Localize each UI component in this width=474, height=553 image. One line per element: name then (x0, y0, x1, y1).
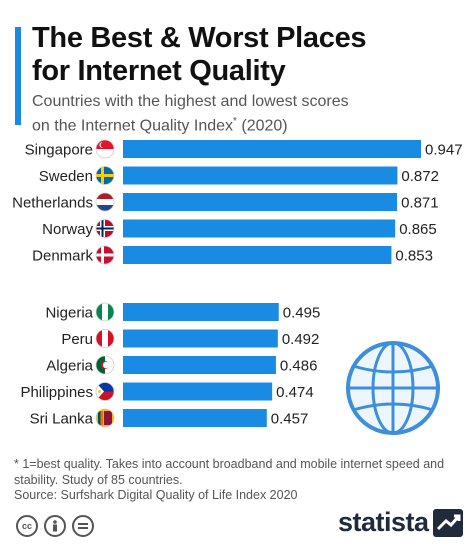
denmark-flag (95, 245, 115, 265)
statista-wordmark: statista (338, 507, 429, 537)
value-label: 0.474 (276, 384, 314, 401)
category-label: Norway (42, 221, 93, 238)
category-label: Algeria (46, 358, 93, 375)
category-label: Philippines (20, 384, 93, 401)
statista-brand[interactable]: statista (338, 507, 463, 538)
algeria-flag (95, 355, 115, 375)
statista-logo-icon (432, 508, 463, 537)
category-label: Netherlands (12, 195, 93, 212)
bar-nigeria (123, 303, 279, 321)
peru-flag (95, 329, 115, 348)
subtitle-line-2: on the Internet Quality Index* (2020) (32, 112, 462, 136)
bar-algeria (123, 356, 276, 374)
equals-icon[interactable] (72, 515, 94, 537)
bar-peru (123, 329, 278, 348)
bar-sweden (123, 166, 398, 185)
title-line-1: The Best & Worst Places (32, 22, 367, 54)
chart-title: The Best & Worst Places for Internet Qua… (32, 22, 462, 88)
subtitle-year: (2020) (236, 117, 288, 135)
footnote: * 1=best quality. Takes into account bro… (14, 457, 445, 487)
value-label: 0.871 (401, 195, 439, 212)
bar-philippines (123, 382, 273, 401)
subtitle-line-2-text: on the Internet Quality Index (32, 117, 234, 135)
chart-subtitle: Countries with the highest and lowest sc… (32, 92, 462, 136)
category-label: Sweden (39, 168, 93, 185)
value-label: 0.853 (395, 248, 433, 265)
value-label: 0.947 (425, 142, 463, 159)
category-label: Denmark (32, 248, 93, 265)
subtitle-line-1: Countries with the highest and lowest sc… (32, 93, 349, 110)
value-label: 0.495 (283, 305, 321, 322)
singapore-flag (95, 139, 115, 159)
globe-icon (346, 341, 440, 435)
bar-norway (123, 219, 396, 238)
source-note: Source: Surfshark Digital Quality of Lif… (14, 488, 298, 502)
value-label: 0.865 (399, 221, 437, 238)
bar-netherlands (123, 193, 398, 211)
license-icons: cc (16, 515, 94, 537)
subtitle-footnote-mark: * (233, 116, 237, 127)
sweden-flag (95, 166, 115, 185)
title-line-2: for Internet Quality (32, 55, 286, 87)
value-label: 0.872 (401, 168, 439, 185)
norway-flag (95, 219, 115, 238)
bar-singapore (123, 140, 421, 158)
category-label: Nigeria (45, 305, 93, 322)
category-label: Peru (61, 331, 93, 348)
value-label: 0.457 (271, 411, 309, 428)
value-label: 0.492 (282, 331, 320, 348)
category-label: Sri Lanka (30, 411, 94, 428)
nigeria-flag (95, 302, 115, 322)
bar-chart: Singapore 0.947 Sweden 0.872 Netherlands 0.87… (12, 139, 463, 428)
title-accent-bar (15, 27, 21, 125)
sri-lanka-flag (95, 408, 115, 428)
by-icon[interactable] (44, 515, 66, 537)
category-label: Singapore (25, 142, 93, 159)
bar-denmark (123, 246, 392, 264)
bar-sri-lanka (123, 409, 267, 427)
netherlands-flag (95, 192, 115, 212)
value-label: 0.486 (280, 358, 318, 375)
philippines-flag (95, 382, 115, 401)
cc-icon[interactable]: cc (16, 515, 38, 537)
